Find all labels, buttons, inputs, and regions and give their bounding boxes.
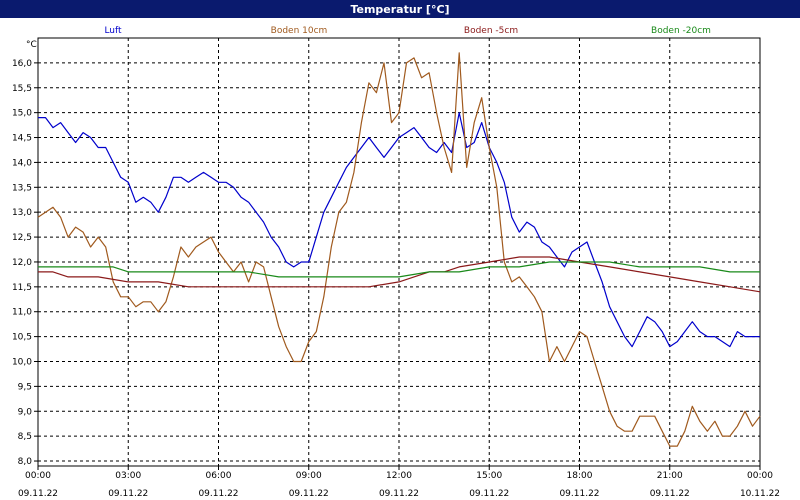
- y-tick-label: 15,5: [12, 84, 32, 94]
- y-tick-label: 13,5: [12, 183, 32, 193]
- legend-item: Boden 10cm: [271, 26, 328, 36]
- y-tick-label: 13,0: [12, 208, 32, 218]
- chart-title: Temperatur [°C]: [0, 0, 800, 18]
- y-tick-label: 11,5: [12, 283, 32, 293]
- y-tick-label: 16,0: [12, 59, 32, 69]
- y-tick-label: 10,0: [12, 357, 32, 367]
- x-tick-time-label: 21:00: [657, 471, 683, 481]
- x-tick-time-label: 18:00: [567, 471, 593, 481]
- x-tick-date-label: 09.11.22: [469, 489, 509, 499]
- x-tick-time-label: 00:00: [25, 471, 51, 481]
- legend-item: Luft: [104, 26, 122, 36]
- legend: Luft Boden 10cm Boden -5cm Boden -20cm: [104, 26, 711, 36]
- series-line-boden-5cm: [38, 256, 761, 293]
- y-axis-unit-label: °C: [26, 40, 37, 50]
- y-tick-label: 11,0: [12, 308, 32, 318]
- grid: [38, 38, 760, 466]
- y-tick-label: 12,5: [12, 233, 32, 243]
- x-tick-time-label: 03:00: [115, 471, 141, 481]
- x-tick-time-label: 00:00: [747, 471, 773, 481]
- x-tick-date-label: 09.11.22: [650, 489, 690, 499]
- series-line-boden-10cm: [37, 52, 761, 447]
- y-tick-label: 14,0: [12, 158, 32, 168]
- x-tick-date-label: 09.11.22: [108, 489, 148, 499]
- y-tick-label: 15,0: [12, 109, 32, 119]
- x-tick-time-label: 12:00: [386, 471, 412, 481]
- x-tick-time-label: 09:00: [296, 471, 322, 481]
- x-tick-date-label: 09.11.22: [289, 489, 329, 499]
- legend-item: Boden -20cm: [651, 26, 711, 36]
- legend-item: Boden -5cm: [464, 26, 518, 36]
- x-tick-time-label: 15:00: [476, 471, 502, 481]
- x-tick-date-label: 09.11.22: [198, 489, 238, 499]
- temperature-chart: 8,0 8,5 9,0 9,5 10,0 10,5 11,0 11,5 12,0 12,5 13,0…: [12, 26, 780, 499]
- plot-frame: [37, 37, 761, 467]
- y-tick-label: 9,5: [18, 382, 32, 392]
- x-tick-date-label: 09.11.22: [379, 489, 419, 499]
- y-axis-ticks: 8,0 8,5 9,0 9,5 10,0 10,5 11,0 11,5 12,0 12,5 13,0…: [12, 59, 38, 467]
- x-tick-date-label: 09.11.22: [18, 489, 58, 499]
- y-tick-label: 8,0: [18, 457, 33, 467]
- x-tick-date-label: 10.11.22: [740, 489, 780, 499]
- series-line-boden-20cm: [38, 261, 760, 278]
- y-tick-label: 10,5: [12, 333, 32, 343]
- x-axis-ticks: 00:00 09.11.22 03:00 09.11.22 06:00 09.11.22 0…: [18, 466, 780, 499]
- y-tick-label: 9,0: [18, 407, 33, 417]
- y-tick-label: 8,5: [18, 432, 32, 442]
- y-tick-label: 12,0: [12, 258, 32, 268]
- x-tick-date-label: 09.11.22: [559, 489, 599, 499]
- series-line-luft: [38, 112, 760, 348]
- series-group: [37, 52, 761, 447]
- x-tick-time-label: 06:00: [206, 471, 232, 481]
- y-tick-label: 14,5: [12, 134, 32, 144]
